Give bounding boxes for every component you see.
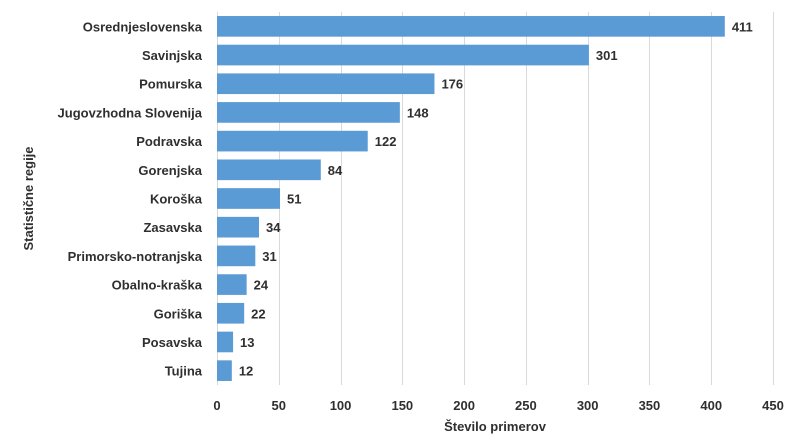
bar — [217, 44, 589, 66]
y-axis-title: Statistične regije — [21, 146, 36, 250]
x-tick-label: 150 — [391, 398, 413, 413]
value-label: 51 — [287, 192, 301, 207]
bar — [217, 331, 234, 353]
category-label: Jugovzhodna Slovenija — [58, 105, 203, 120]
value-label: 13 — [240, 335, 254, 350]
category-label: Tujina — [165, 364, 203, 379]
category-label: Osrednjeslovenska — [83, 19, 203, 34]
bar — [217, 73, 435, 95]
category-label: Posavska — [142, 335, 203, 350]
value-label: 411 — [732, 19, 753, 34]
x-tick-label: 300 — [577, 398, 599, 413]
value-label: 122 — [375, 134, 397, 149]
category-label: Savinjska — [142, 48, 203, 63]
bar — [217, 16, 725, 37]
x-tick-label: 450 — [762, 398, 784, 413]
bar — [217, 159, 321, 181]
value-label: 176 — [441, 77, 463, 92]
x-tick-label: 0 — [213, 398, 220, 413]
value-labels: 411 301 176 148 122 84 51 34 31 24 22 13 12 — [239, 19, 753, 378]
bar — [217, 302, 245, 324]
value-label: 301 — [596, 48, 618, 63]
category-label: Obalno-kraška — [112, 278, 203, 293]
category-label: Goriška — [154, 306, 203, 321]
bars — [217, 16, 725, 381]
bar — [217, 188, 281, 209]
x-axis-title: Število primerov — [444, 419, 547, 434]
x-tick-label: 350 — [639, 398, 661, 413]
category-label: Gorenjska — [138, 163, 202, 178]
value-label: 34 — [266, 220, 281, 235]
value-label: 31 — [262, 249, 276, 264]
x-tick-label: 100 — [330, 398, 352, 413]
x-tick-label: 50 — [272, 398, 286, 413]
category-labels: Osrednjeslovenska Savinjska Pomurska Jugovz… — [58, 19, 203, 378]
value-label: 148 — [407, 105, 429, 120]
bar — [217, 130, 368, 152]
bar — [217, 245, 256, 267]
category-label: Primorsko-notranjska — [68, 249, 203, 264]
x-tick-label: 200 — [453, 398, 475, 413]
category-label: Koroška — [150, 192, 203, 207]
bar — [217, 360, 232, 381]
category-label: Zasavska — [143, 220, 202, 235]
x-tick-label: 400 — [700, 398, 722, 413]
value-label: 84 — [328, 163, 343, 178]
x-tick-label: 250 — [515, 398, 537, 413]
value-label: 24 — [254, 278, 269, 293]
bar — [217, 216, 260, 238]
value-label: 12 — [239, 364, 253, 379]
bar — [217, 102, 400, 123]
category-label: Pomurska — [139, 77, 203, 92]
x-tick-labels: 0 50 100 150 200 250 300 350 400 450 — [213, 398, 783, 413]
value-label: 22 — [251, 306, 265, 321]
category-label: Podravska — [136, 134, 203, 149]
bar — [217, 274, 247, 295]
